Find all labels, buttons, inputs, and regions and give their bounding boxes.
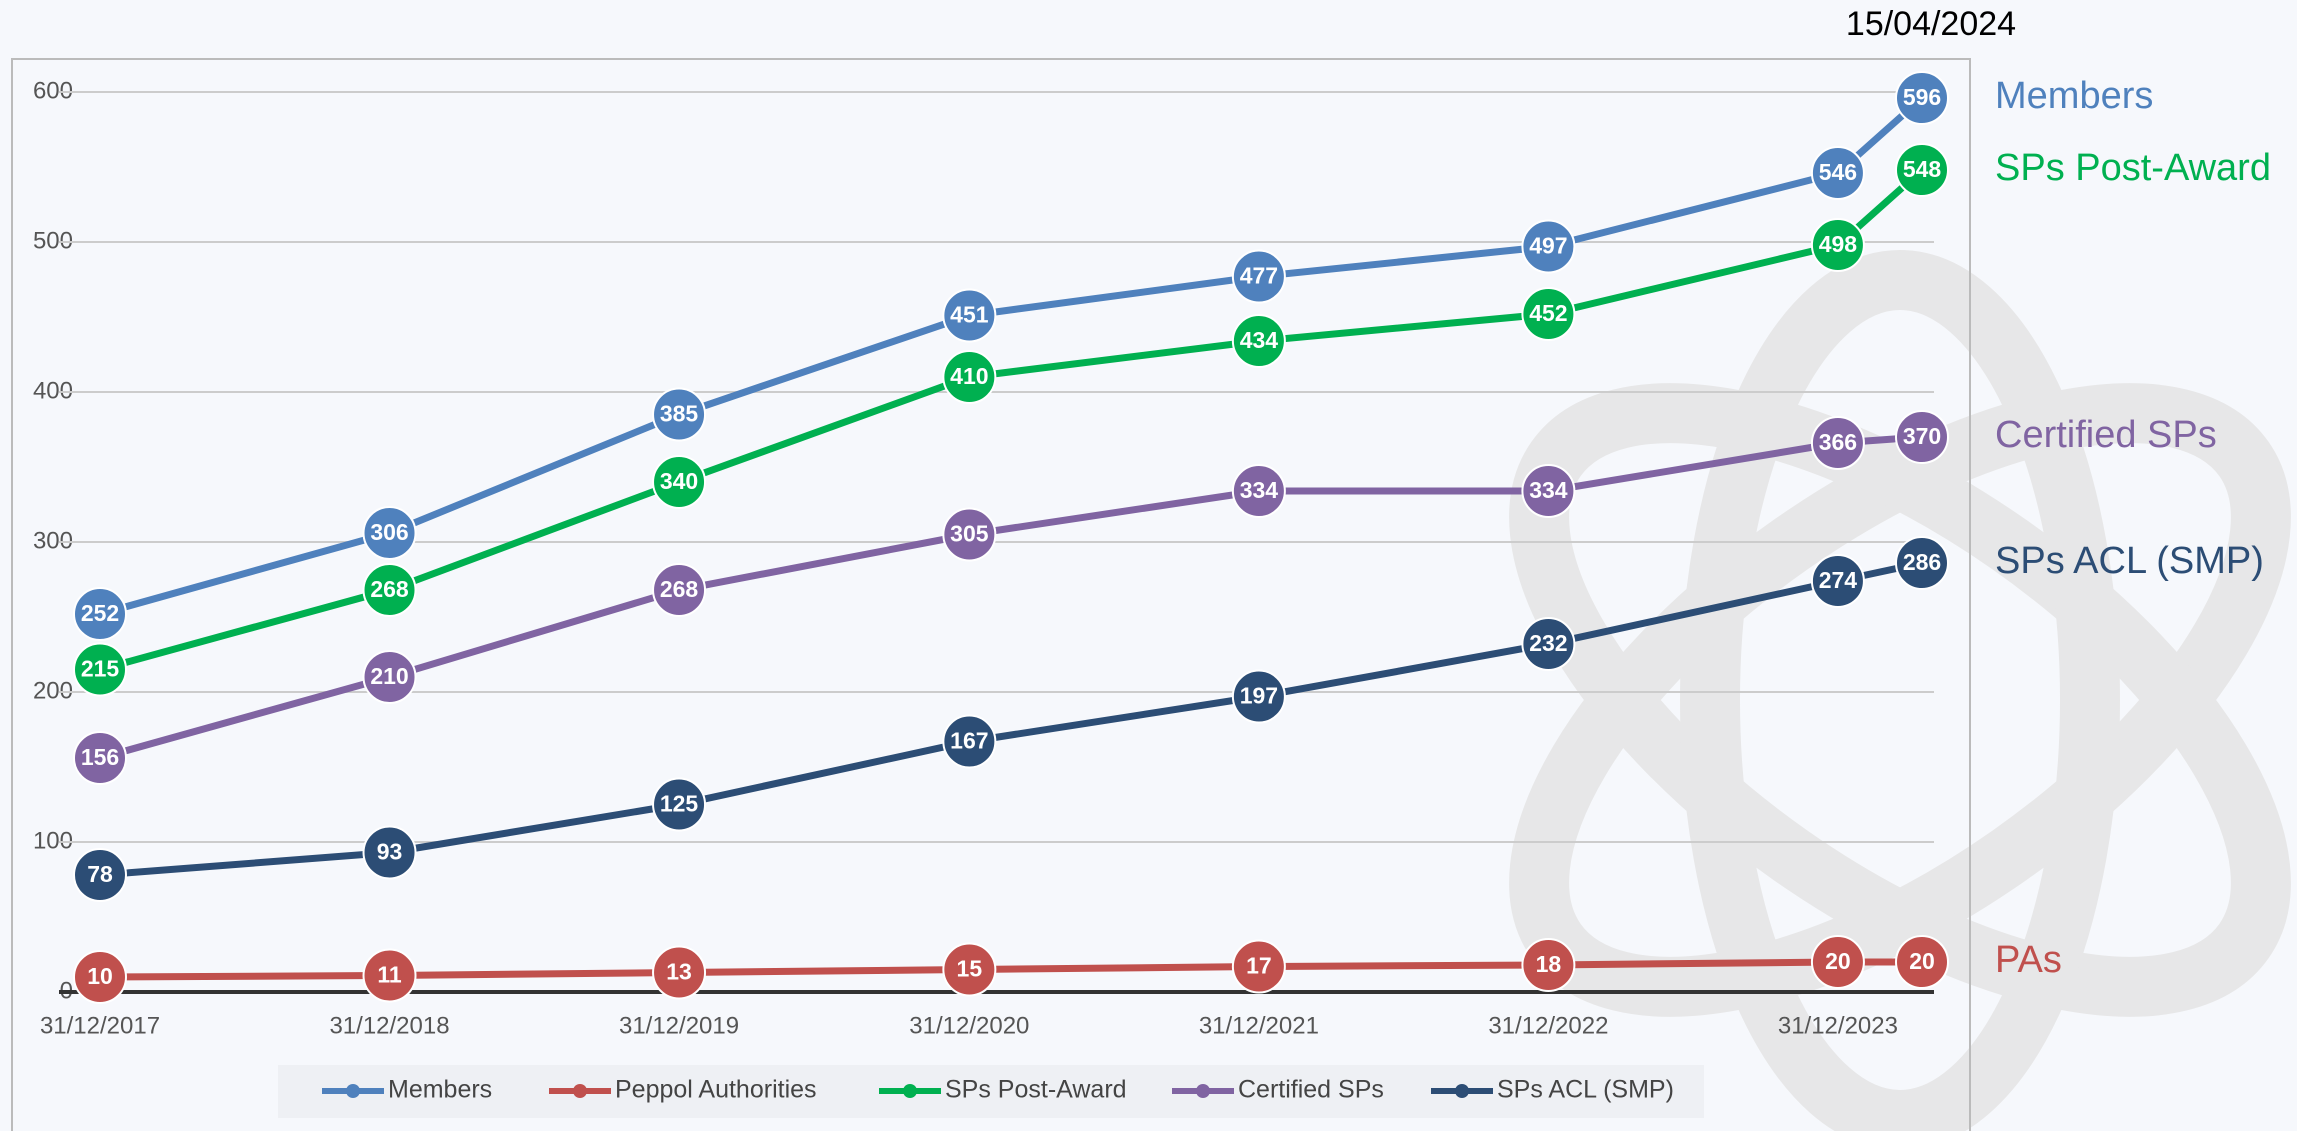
data-label: 13 [666, 959, 692, 985]
legend-label: SPs Post-Award [945, 1076, 1127, 1104]
x-tick-label: 31/12/2022 [1488, 1012, 1608, 1039]
data-label: 334 [1529, 477, 1568, 503]
data-label: 548 [1903, 156, 1942, 182]
data-label: 286 [1903, 549, 1941, 575]
data-label: 252 [81, 600, 119, 626]
legend-label: Certified SPs [1238, 1076, 1384, 1104]
data-label: 477 [1240, 263, 1278, 289]
y-tick-label: 400 [33, 377, 73, 404]
data-label: 156 [81, 744, 119, 770]
data-label: 385 [660, 401, 699, 427]
data-label: 434 [1240, 327, 1279, 353]
series-end-label: PAs [1995, 939, 2062, 981]
data-label: 15 [957, 956, 983, 982]
y-tick-label: 500 [33, 227, 73, 254]
series-end-label: Members [1995, 75, 2153, 117]
data-label: 18 [1536, 951, 1562, 977]
page: {"chart_data": {"type": "line", "categor… [0, 0, 2297, 1131]
legend-marker [573, 1084, 587, 1098]
data-label: 451 [950, 302, 989, 328]
data-label: 78 [87, 861, 113, 887]
data-label: 410 [950, 363, 988, 389]
data-label: 11 [377, 962, 402, 988]
legend-label: SPs ACL (SMP) [1497, 1076, 1674, 1104]
data-label: 10 [87, 963, 113, 989]
data-label: 366 [1819, 429, 1857, 455]
legend-marker [1455, 1084, 1469, 1098]
data-label: 498 [1819, 231, 1858, 257]
x-tick-label: 31/12/2021 [1199, 1012, 1319, 1039]
data-label: 340 [660, 468, 698, 494]
legend-marker [903, 1084, 917, 1098]
legend-marker [1196, 1084, 1210, 1098]
data-label: 497 [1529, 233, 1567, 259]
data-label: 268 [660, 576, 699, 602]
data-label: 125 [660, 791, 699, 817]
legend-label: Members [388, 1076, 492, 1104]
legend-label: Peppol Authorities [615, 1076, 817, 1104]
series-end-label: SPs Post-Award [1995, 147, 2271, 189]
data-label: 93 [377, 839, 403, 865]
data-label: 370 [1903, 423, 1941, 449]
x-tick-label: 31/12/2017 [40, 1012, 160, 1039]
data-label: 210 [370, 663, 408, 689]
data-label: 306 [370, 519, 408, 545]
y-tick-label: 200 [33, 677, 73, 704]
legend-marker [346, 1084, 360, 1098]
data-label: 197 [1240, 683, 1278, 709]
x-tick-label: 31/12/2020 [909, 1012, 1029, 1039]
y-tick-label: 600 [33, 77, 73, 104]
data-label: 167 [950, 728, 988, 754]
data-label: 20 [1825, 948, 1851, 974]
y-tick-label: 100 [33, 827, 73, 854]
data-label: 268 [370, 576, 409, 602]
date-label: 15/04/2024 [1846, 5, 2016, 43]
data-label: 215 [81, 656, 120, 682]
x-tick-label: 31/12/2023 [1778, 1012, 1898, 1039]
chart: 010020030040050060031/12/201731/12/20183… [0, 0, 2297, 1131]
series-end-label: Certified SPs [1995, 414, 2217, 456]
data-label: 274 [1819, 567, 1858, 593]
x-tick-label: 31/12/2019 [619, 1012, 739, 1039]
data-label: 546 [1819, 159, 1857, 185]
y-tick-label: 300 [33, 527, 73, 554]
x-tick-label: 31/12/2018 [329, 1012, 449, 1039]
series-end-label: SPs ACL (SMP) [1995, 540, 2264, 582]
data-label: 305 [950, 521, 989, 547]
data-label: 452 [1529, 300, 1567, 326]
data-label: 17 [1246, 953, 1272, 979]
data-label: 20 [1909, 948, 1935, 974]
data-label: 334 [1240, 477, 1279, 503]
data-label: 232 [1529, 630, 1567, 656]
data-label: 596 [1903, 84, 1941, 110]
